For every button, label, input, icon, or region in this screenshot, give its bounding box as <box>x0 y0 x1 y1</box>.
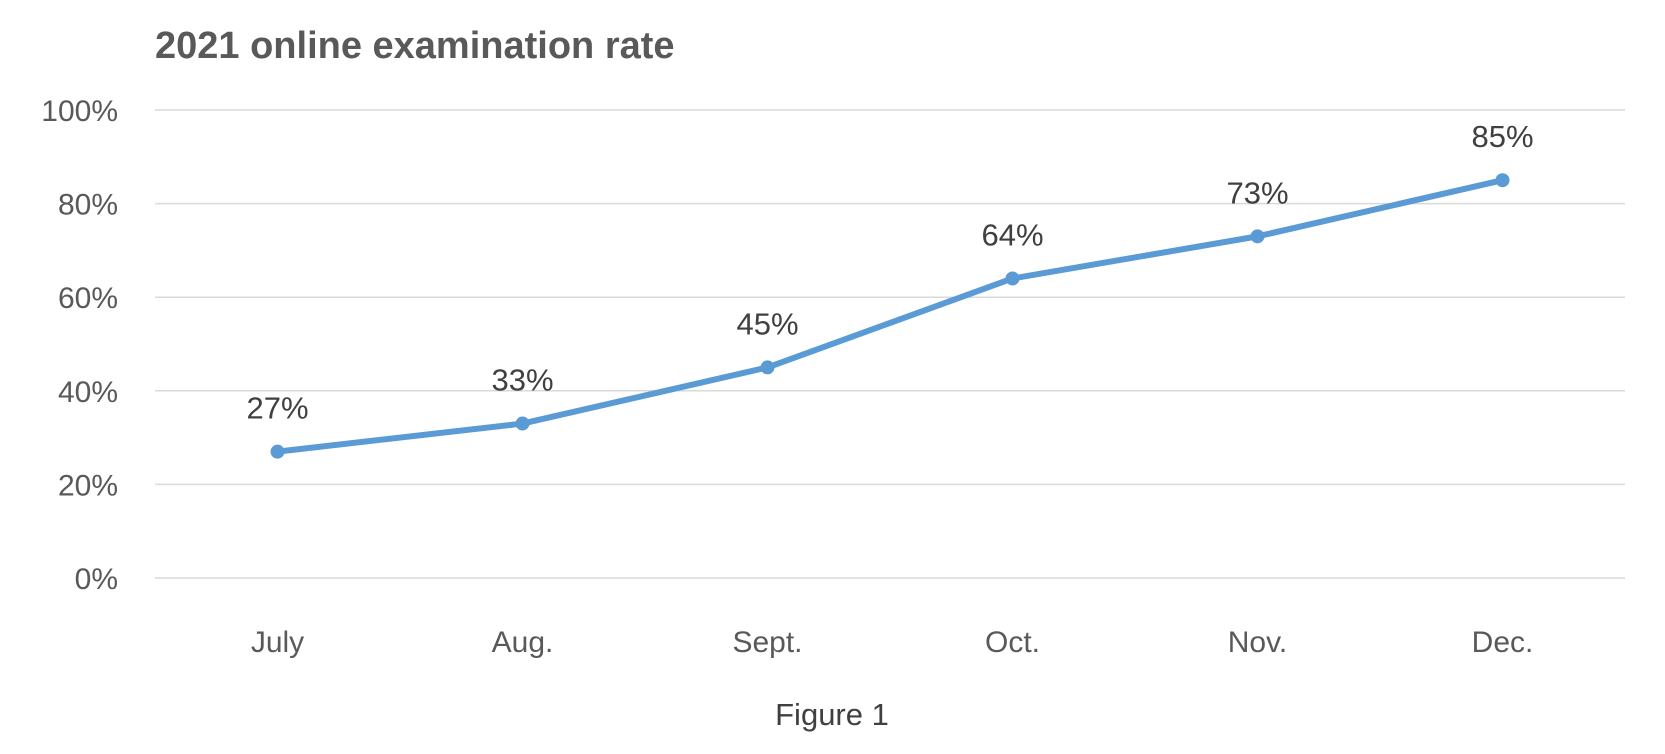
y-tick-label: 80% <box>58 189 118 222</box>
x-category-label: Dec. <box>1472 626 1534 659</box>
data-point <box>270 444 285 459</box>
y-tick-label: 0% <box>75 563 118 596</box>
figure-caption: Figure 1 <box>775 697 889 732</box>
y-axis-ticks: 0% 20% 40% 60% 80% 100% <box>41 95 118 596</box>
data-label: 27% <box>246 391 308 426</box>
series-line <box>274 177 1506 455</box>
data-label: 45% <box>736 306 798 341</box>
x-category-label: Nov. <box>1228 626 1287 659</box>
data-point <box>760 360 775 375</box>
y-tick-label: 60% <box>58 282 118 315</box>
data-point <box>1495 173 1510 188</box>
data-label: 33% <box>491 363 553 398</box>
data-point <box>1005 271 1020 286</box>
series-group <box>270 173 1510 459</box>
x-axis-categories: July Aug. Sept. Oct. Nov. Dec. <box>251 626 1534 659</box>
x-category-label: Oct. <box>985 626 1040 659</box>
data-point <box>1250 229 1265 244</box>
data-label: 73% <box>1226 175 1288 210</box>
x-category-label: Aug. <box>492 626 554 659</box>
chart-title: 2021 online examination rate <box>155 25 675 67</box>
data-label: 85% <box>1471 119 1533 154</box>
y-tick-label: 20% <box>58 469 118 502</box>
data-labels: 27% 33% 45% 64% 73% 85% <box>246 119 1533 425</box>
data-label: 64% <box>981 217 1043 252</box>
x-category-label: July <box>251 626 304 659</box>
gridlines <box>155 109 1625 579</box>
y-tick-label: 100% <box>41 95 118 128</box>
x-category-label: Sept. <box>732 626 802 659</box>
data-point <box>515 416 530 431</box>
y-tick-label: 40% <box>58 376 118 409</box>
